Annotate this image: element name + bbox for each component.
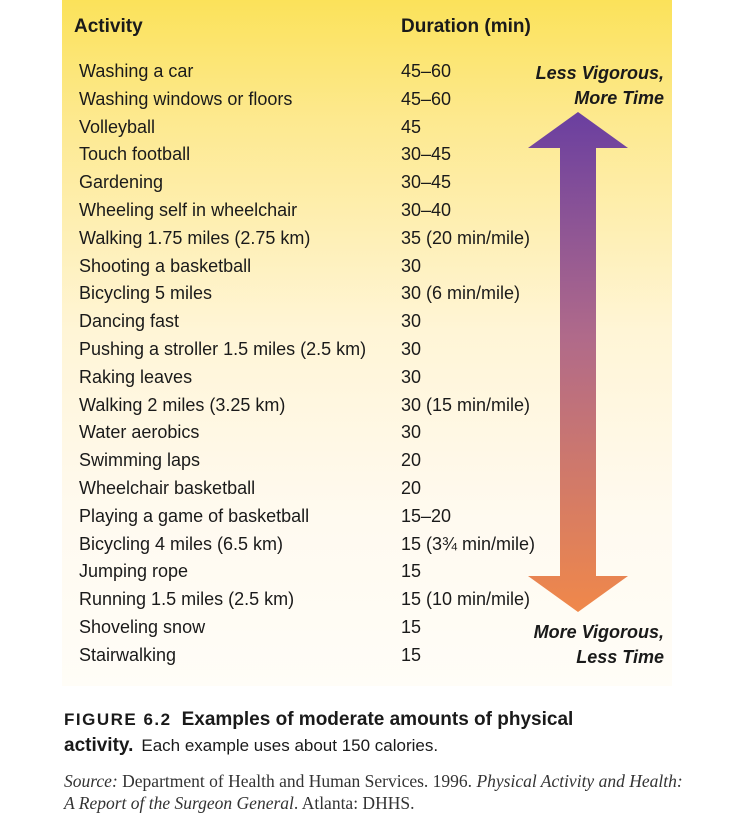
header-duration: Duration (min) [401, 16, 531, 37]
more-vigorous-line1: More Vigorous, [533, 622, 664, 642]
activity-name: Dancing fast [79, 311, 180, 332]
activity-duration: 20 [401, 450, 422, 471]
activity-name: Pushing a stroller 1.5 miles (2.5 km) [79, 339, 367, 359]
activity-duration: 15 [401, 561, 422, 582]
activity-name: Volleyball [79, 116, 156, 137]
activity-duration: 45–60 [401, 61, 452, 81]
activity-name: Walking 2 miles (3.25 km) [79, 394, 286, 415]
activity-name: Swimming laps [79, 450, 201, 471]
source-citation: Source: Department of Health and Human S… [64, 770, 684, 814]
table-row: Washing windows or floors 45–60 [0, 86, 732, 113]
table-row: Touch football 30–45 [0, 141, 732, 168]
source-work-title: Physical Activity and Health: A Report o… [64, 771, 683, 813]
activity-name: Touch football [79, 144, 191, 165]
activity-duration: 30 [401, 255, 422, 276]
activity-name: Jumping rope [79, 561, 189, 582]
activity-name: Shooting a basketball [79, 255, 252, 276]
table-row: Walking 2 miles (3.25 km) 30 (15 min/mile… [0, 392, 732, 419]
activity-duration: 30–40 [401, 200, 452, 220]
activity-duration: 30 (6 min/mile) [401, 283, 521, 304]
source-text: Department of Health and Human Services.… [122, 771, 473, 791]
table-row: Wheelchair basketball 20 [0, 475, 732, 502]
header-activity: Activity [74, 16, 143, 37]
activity-name: Shoveling snow [79, 617, 206, 637]
table-row: Walking 1.75 miles (2.75 km) 35 (20 min/m… [0, 225, 732, 252]
table-row: Raking leaves 30 [0, 364, 732, 391]
activity-duration: 35 (20 min/mile) [401, 227, 531, 248]
table-row: Playing a game of basketball 15–20 [0, 503, 732, 530]
less-vigorous-line1: Less Vigorous, [535, 63, 664, 83]
figure-caption: FIGURE 6.2 Examples of moderate amounts o… [64, 707, 684, 759]
activity-duration: 45–60 [401, 88, 452, 109]
activity-name: Water aerobics [79, 422, 200, 443]
source-label: Source: [64, 771, 118, 791]
less-vigorous-line2: More Time [574, 88, 664, 108]
table-row: Bicycling 5 miles 30 (6 min/mile) [0, 280, 732, 307]
table-row: Shoveling snow 15 [0, 614, 732, 641]
table-row: Gardening 30–45 [0, 169, 732, 196]
activity-duration: 15–20 [401, 505, 452, 526]
activity-name: Bicycling 5 miles [79, 283, 213, 304]
activity-duration: 15 (3¾ min/mile) [401, 533, 536, 554]
activity-name: Running 1.5 miles (2.5 km) [79, 589, 295, 610]
activity-duration: 15 (10 min/mile) [401, 589, 531, 610]
figure-number: FIGURE 6.2 [64, 710, 172, 729]
table-row: Stairwalking 15 [0, 642, 732, 669]
activity-duration: 15 [401, 644, 422, 665]
activity-name: Stairwalking [79, 644, 177, 665]
table-row: Water aerobics 30 [0, 419, 732, 446]
activity-duration: 30 [401, 366, 422, 387]
more-vigorous-label: More Vigorous, Less Time [534, 620, 664, 670]
table-row: Running 1.5 miles (2.5 km) 15 (10 min/mil… [0, 586, 732, 613]
activity-name: Washing windows or floors [79, 88, 293, 109]
table-row: Wheeling self in wheelchair 30–40 [0, 197, 732, 224]
activity-name: Bicycling 4 miles (6.5 km) [79, 533, 284, 554]
activity-duration: 30 [401, 422, 422, 443]
table-row: Dancing fast 30 [0, 308, 732, 335]
activity-name: Wheelchair basketball [79, 478, 256, 498]
activity-name: Wheeling self in wheelchair [79, 200, 298, 220]
activity-name: Playing a game of basketball [79, 505, 310, 526]
activity-name: Raking leaves [79, 366, 193, 387]
less-vigorous-label: Less Vigorous, More Time [536, 61, 664, 111]
intensity-arrow-icon [528, 112, 628, 612]
table-row: Shooting a basketball 30 [0, 253, 732, 280]
source-text-end: . Atlanta: DHHS. [293, 793, 415, 813]
table-row: Volleyball 45 [0, 114, 732, 141]
table-row: Swimming laps 20 [0, 447, 732, 474]
more-vigorous-line2: Less Time [576, 647, 664, 667]
activity-duration: 15 [401, 617, 422, 637]
activity-duration: 20 [401, 478, 422, 498]
activity-name: Washing a car [79, 61, 194, 81]
activity-name: Gardening [79, 172, 164, 193]
activity-duration: 30 [401, 339, 422, 359]
figure-description: Each example uses about 150 calories. [141, 736, 439, 755]
activity-duration: 30–45 [401, 172, 452, 193]
table-row: Bicycling 4 miles (6.5 km) 15 (3¾ min/mil… [0, 531, 732, 558]
activity-duration: 30 [401, 311, 422, 332]
figure-title: Examples of moderate amounts of physical… [64, 709, 574, 756]
activity-duration: 30–45 [401, 144, 452, 165]
activity-duration: 45 [401, 116, 422, 137]
activity-name: Walking 1.75 miles (2.75 km) [79, 227, 311, 248]
table-row: Pushing a stroller 1.5 miles (2.5 km) 30 [0, 336, 732, 363]
table-row: Jumping rope 15 [0, 558, 732, 585]
table-row: Washing a car 45–60 [0, 58, 732, 85]
activity-duration: 30 (15 min/mile) [401, 394, 531, 415]
